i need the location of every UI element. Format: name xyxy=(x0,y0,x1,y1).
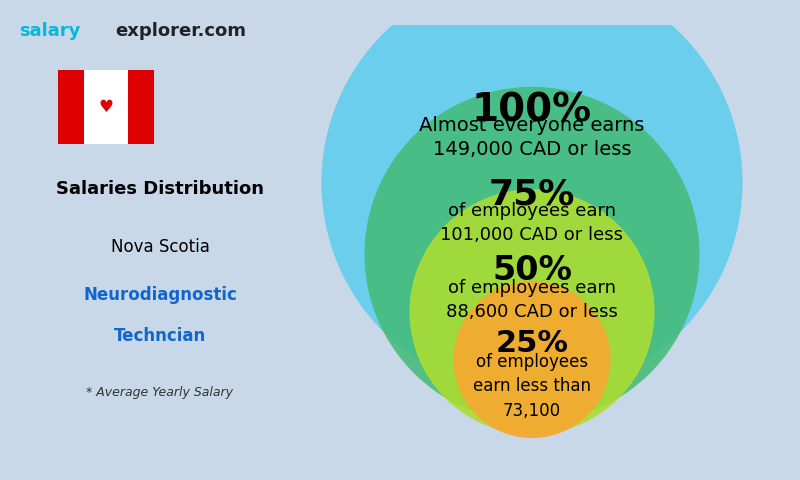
Text: Salaries Distribution: Salaries Distribution xyxy=(56,180,264,198)
Text: * Average Yearly Salary: * Average Yearly Salary xyxy=(86,386,234,399)
Text: Neurodiagnostic: Neurodiagnostic xyxy=(83,286,237,304)
Bar xyxy=(58,70,83,144)
Text: explorer.com: explorer.com xyxy=(115,22,246,40)
Text: Almost everyone earns: Almost everyone earns xyxy=(419,116,645,135)
Bar xyxy=(58,70,154,144)
Text: of employees earn: of employees earn xyxy=(448,278,616,297)
Text: 100%: 100% xyxy=(472,92,592,130)
Text: 88,600 CAD or less: 88,600 CAD or less xyxy=(446,303,618,321)
Text: of employees: of employees xyxy=(476,353,588,371)
Text: 149,000 CAD or less: 149,000 CAD or less xyxy=(433,140,631,159)
Text: 101,000 CAD or less: 101,000 CAD or less xyxy=(441,226,623,244)
Text: 50%: 50% xyxy=(492,254,572,288)
Text: earn less than: earn less than xyxy=(473,377,591,396)
Circle shape xyxy=(454,281,610,438)
Circle shape xyxy=(322,0,742,393)
Text: of employees earn: of employees earn xyxy=(448,202,616,220)
Text: 75%: 75% xyxy=(489,178,575,212)
Text: salary: salary xyxy=(19,22,81,40)
Text: Techncian: Techncian xyxy=(114,327,206,346)
Circle shape xyxy=(365,87,699,422)
Text: 25%: 25% xyxy=(495,329,569,358)
Bar xyxy=(128,70,154,144)
Text: ♥: ♥ xyxy=(98,98,113,116)
Text: Nova Scotia: Nova Scotia xyxy=(110,238,210,255)
Circle shape xyxy=(410,189,654,434)
Text: 73,100: 73,100 xyxy=(503,402,561,420)
